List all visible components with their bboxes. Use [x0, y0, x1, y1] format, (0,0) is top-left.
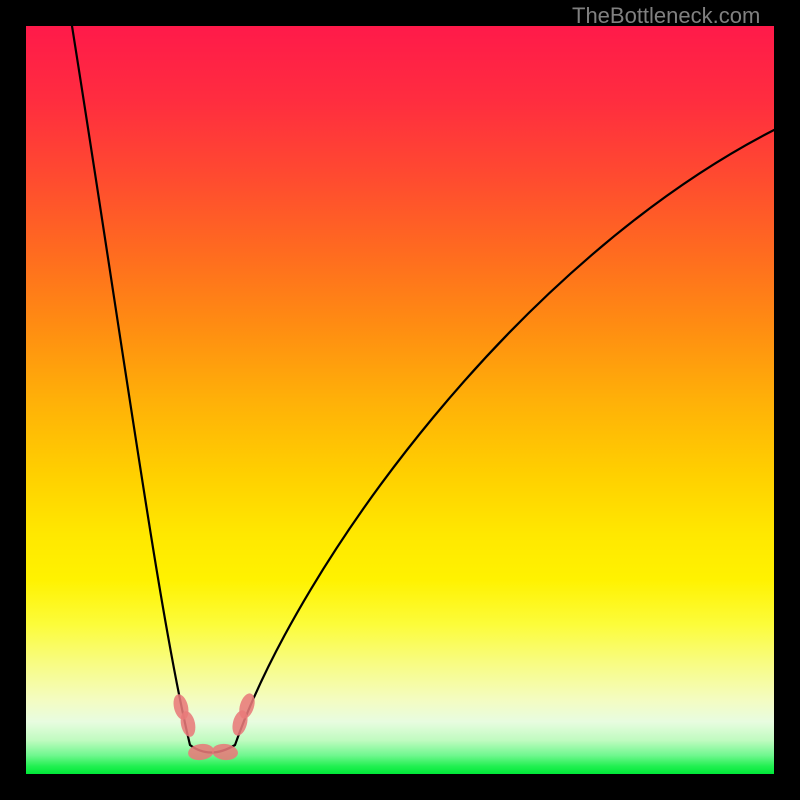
plot-svg [26, 26, 774, 774]
watermark-text: TheBottleneck.com [572, 3, 760, 29]
plot-area [26, 26, 774, 774]
gradient-background [26, 26, 774, 774]
